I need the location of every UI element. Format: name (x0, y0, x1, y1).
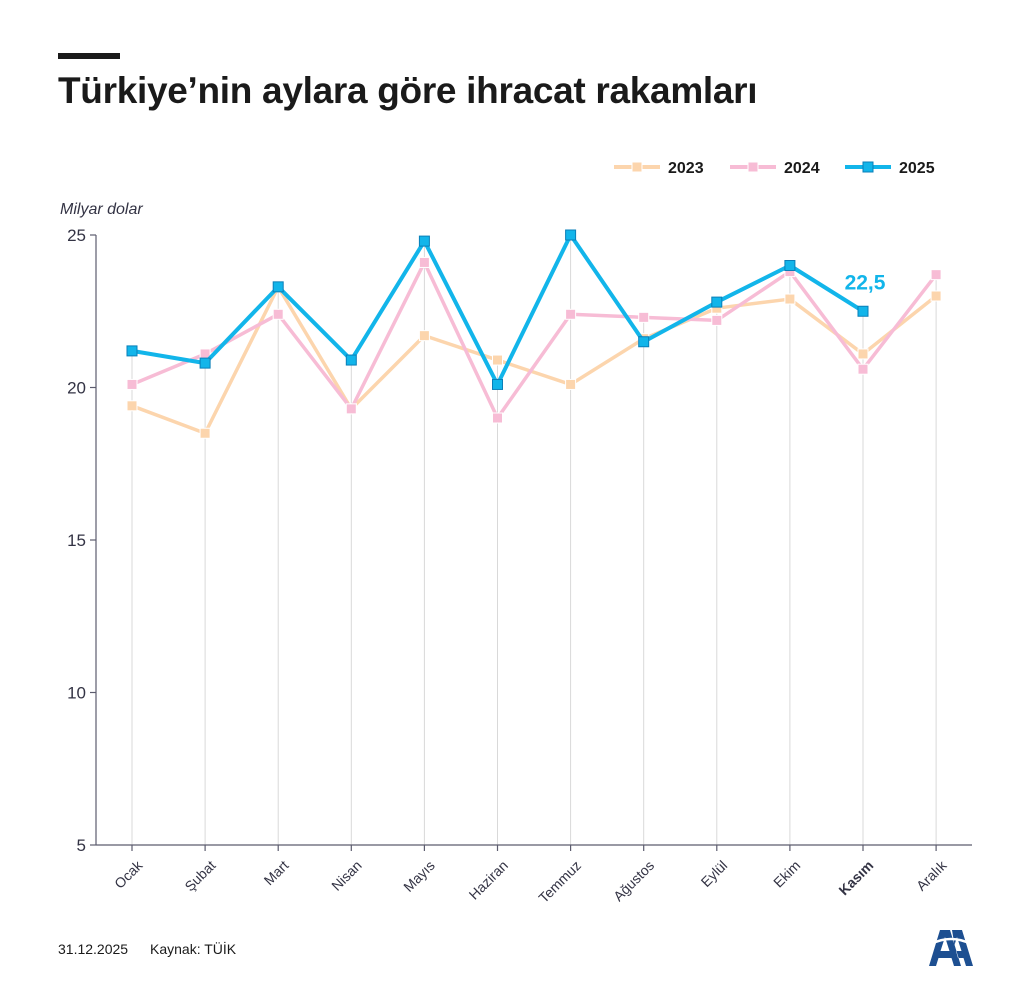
footer-date: 31.12.2025 (58, 941, 129, 957)
data-point-2023 (492, 354, 503, 366)
x-tick-label: Kasım (835, 857, 876, 898)
y-tick-label: 20 (67, 379, 86, 398)
x-tick-label: Temmuz (535, 857, 584, 906)
data-point-2023 (565, 378, 577, 390)
data-point-2024 (492, 412, 503, 424)
footer-source: Kaynak: TÜİK (150, 941, 237, 957)
data-point-2025 (711, 296, 723, 308)
data-point-2025 (565, 229, 577, 241)
data-point-2025 (126, 345, 138, 357)
data-point-2024 (418, 256, 430, 268)
x-tick-label: Ocak (111, 856, 146, 891)
data-point-2024 (857, 363, 869, 375)
data-point-2024 (126, 378, 138, 390)
legend-label-2024: 2024 (784, 160, 820, 177)
data-point-2024 (930, 269, 942, 281)
data-point-2024 (565, 308, 577, 320)
legend-label-2023: 2023 (668, 160, 704, 177)
data-point-2025 (784, 260, 796, 271)
data-point-2025 (418, 235, 430, 247)
data-point-2025 (199, 357, 211, 369)
data-point-2025 (638, 336, 650, 348)
x-tick-label: Mayıs (400, 857, 438, 895)
data-label-annotation: 22,5 (845, 271, 886, 294)
data-point-2024 (345, 403, 357, 415)
y-tick-label: 5 (77, 836, 86, 855)
x-tick-label: Ekim (770, 857, 803, 890)
legend-label-2025: 2025 (899, 160, 935, 177)
data-point-2025 (492, 378, 503, 390)
series-line-2023 (131, 285, 938, 435)
x-tick-label: Haziran (466, 857, 511, 902)
x-tick-label: Nisan (328, 857, 365, 894)
data-point-2024 (638, 311, 650, 323)
legend-marker-2025 (862, 161, 874, 173)
data-point-2024 (272, 308, 284, 320)
data-point-2023 (126, 400, 138, 412)
data-point-2023 (199, 427, 211, 439)
data-point-2023 (857, 348, 869, 360)
page-title: Türkiye’nin aylara göre ihracat rakamlar… (58, 70, 758, 111)
x-tick-label: Mart (261, 857, 292, 888)
title-accent-bar (58, 53, 120, 59)
data-point-2025 (345, 354, 357, 366)
legend-marker-2024 (747, 161, 759, 173)
x-tick-label: Şubat (181, 857, 218, 894)
series-line-2024 (131, 260, 938, 420)
data-point-2023 (784, 293, 796, 305)
x-tick-label: Aralık (913, 856, 950, 893)
x-tick-label: Ağustos (610, 857, 657, 904)
y-tick-label: 10 (67, 684, 86, 703)
y-tick-label: 25 (67, 226, 86, 245)
data-point-2025 (272, 281, 284, 293)
data-point-2025 (857, 305, 869, 317)
data-point-2023 (418, 330, 430, 342)
y-tick-label: 15 (67, 531, 86, 550)
aa-logo-icon (929, 930, 973, 966)
y-axis-label: Milyar dolar (60, 201, 143, 218)
data-point-2023 (930, 290, 942, 302)
x-tick-label: Eylül (697, 857, 730, 890)
legend-marker-2023 (631, 161, 643, 173)
data-point-2024 (711, 314, 723, 326)
